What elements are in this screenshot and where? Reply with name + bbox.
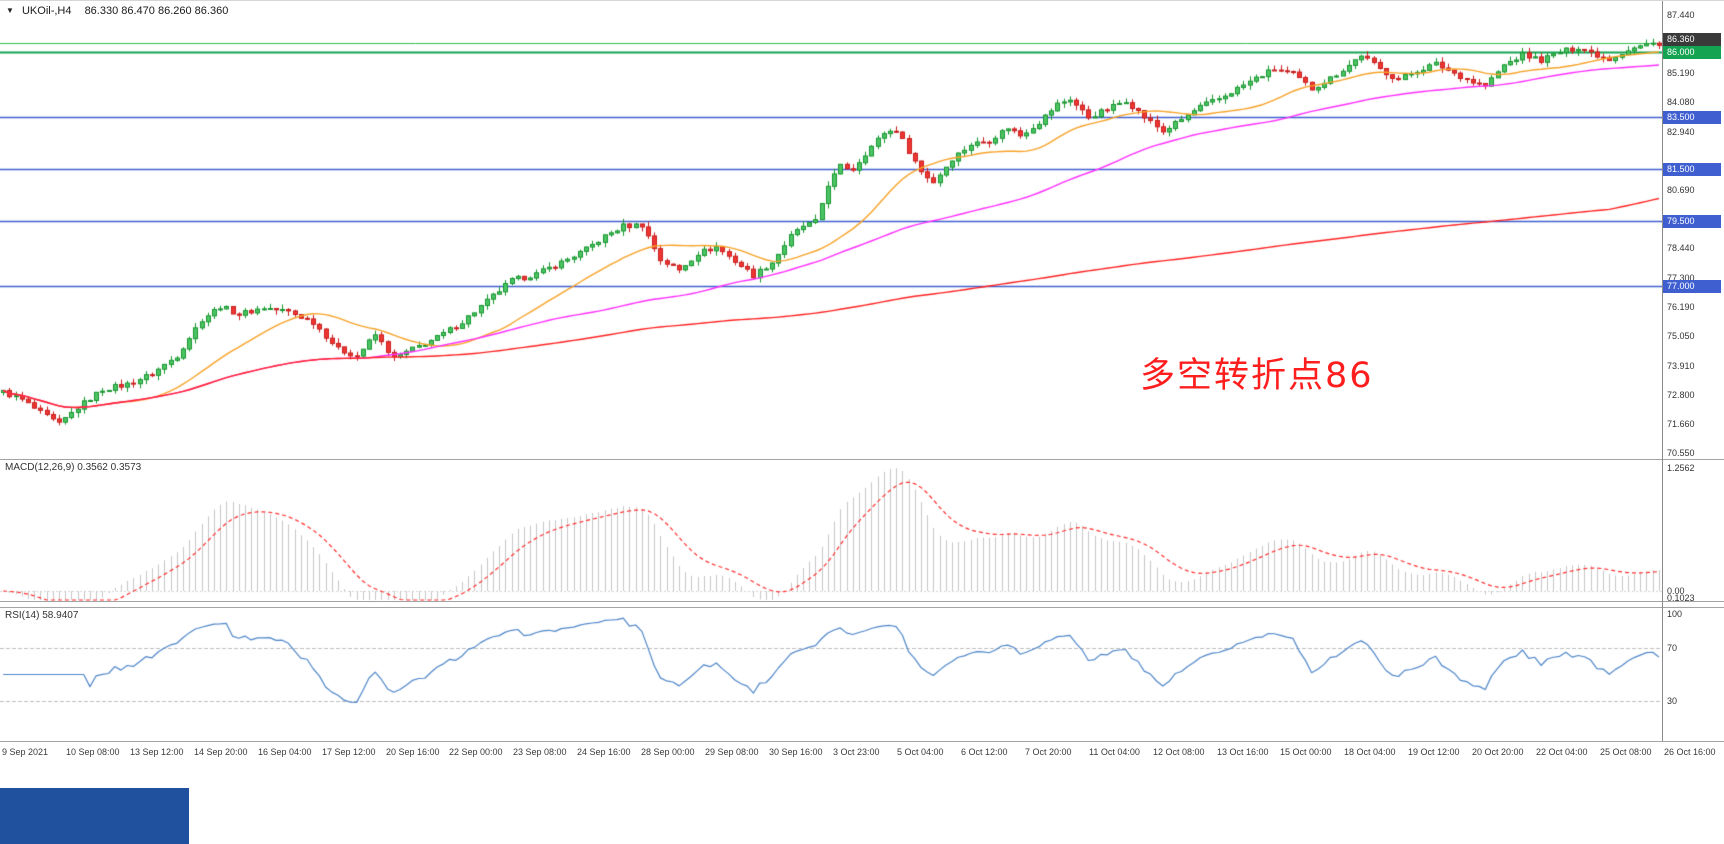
price-marker-box: 79.500 (1663, 214, 1721, 228)
time-label: 17 Sep 12:00 (322, 747, 376, 757)
macd-tick-label: 1.2562 (1667, 463, 1695, 473)
time-axis-separator (0, 741, 1724, 742)
collapse-icon[interactable]: ▼ (6, 6, 14, 15)
price-tick-label: 75.050 (1667, 331, 1695, 342)
macd-panel-splitter[interactable] (0, 459, 1724, 460)
price-tick-label: 72.800 (1667, 389, 1695, 400)
symbol-timeframe-label: UKOil-,H4 (21, 5, 72, 17)
rsi-tick-label: 30 (1667, 696, 1678, 707)
time-label: 19 Oct 12:00 (1408, 747, 1460, 757)
price-tick-label: 80.690 (1667, 185, 1695, 196)
time-label: 12 Oct 08:00 (1153, 747, 1205, 757)
time-label: 20 Oct 20:00 (1472, 747, 1524, 757)
time-label: 18 Oct 04:00 (1344, 747, 1396, 757)
chart-annotation-text[interactable]: 多空转折点86 (1140, 356, 1374, 396)
background-window-fragment[interactable] (0, 788, 189, 844)
time-label: 13 Oct 16:00 (1217, 747, 1269, 757)
time-label: 30 Sep 16:00 (769, 747, 823, 757)
price-marker-box: 86.000 (1663, 46, 1721, 60)
price-tick-label: 71.660 (1667, 419, 1695, 430)
rsi-axis[interactable]: 100 70 30 (1663, 608, 1724, 741)
rsi-canvas[interactable] (0, 608, 1662, 741)
price-marker-box: 83.500 (1663, 111, 1721, 125)
chart-header: ▼ UKOil-,H4 86.330 86.470 86.260 86.360 (6, 5, 228, 17)
time-label: 14 Sep 20:00 (194, 747, 248, 757)
price-tick-label: 78.440 (1667, 243, 1695, 254)
price-tick-label: 85.190 (1667, 68, 1695, 79)
time-label: 13 Sep 12:00 (130, 747, 184, 757)
time-label: 20 Sep 16:00 (386, 747, 440, 757)
time-axis[interactable]: 9 Sep 2021 10 Sep 08:00 13 Sep 12:00 14 Sep… (0, 741, 1724, 765)
time-label: 5 Oct 04:00 (897, 747, 944, 757)
price-marker-box: 81.500 (1663, 163, 1721, 177)
time-label: 15 Oct 00:00 (1280, 747, 1332, 757)
price-marker-box: 86.360 (1663, 33, 1721, 46)
time-label: 3 Oct 23:00 (833, 747, 880, 757)
price-tick-label: 87.440 (1667, 10, 1695, 20)
time-label: 29 Sep 08:00 (705, 747, 759, 757)
price-tick-label: 82.940 (1667, 126, 1695, 137)
rsi-tick-label: 100 (1667, 609, 1683, 619)
price-marker-box: 77.000 (1663, 279, 1721, 293)
price-tick-label: 73.910 (1667, 360, 1695, 371)
macd-canvas[interactable] (0, 460, 1662, 601)
time-label: 16 Sep 04:00 (258, 747, 312, 757)
time-label: 22 Sep 00:00 (449, 747, 503, 757)
price-tick-label: 84.080 (1667, 97, 1695, 108)
time-label: 24 Sep 16:00 (577, 747, 631, 757)
time-label: 22 Oct 04:00 (1536, 747, 1588, 757)
time-label: 7 Oct 20:00 (1025, 747, 1072, 757)
price-chart-canvas[interactable] (0, 1, 1662, 459)
time-label: 23 Sep 08:00 (513, 747, 567, 757)
time-label: 25 Oct 08:00 (1600, 747, 1652, 757)
macd-indicator-label: MACD(12,26,9) 0.3562 0.3573 (5, 462, 142, 473)
rsi-panel-splitter-lower[interactable] (0, 607, 1724, 608)
macd-tick-label: 0.00 (1667, 586, 1685, 596)
price-axis[interactable]: 87.440 85.190 84.080 82.940 80.690 78.440 77.3… (1663, 1, 1724, 459)
price-tick-label: 76.190 (1667, 301, 1695, 312)
ohlc-values: 86.330 86.470 86.260 86.360 (84, 5, 229, 17)
time-label: 28 Sep 00:00 (641, 747, 695, 757)
time-label: 10 Sep 08:00 (66, 747, 120, 757)
time-label: 26 Oct 16:00 (1664, 747, 1716, 757)
price-tick-label: 70.550 (1667, 448, 1695, 458)
price-tick-label: 77.300 (1667, 272, 1695, 283)
rsi-panel-splitter[interactable] (0, 601, 1724, 602)
price-axis-separator (1662, 1, 1663, 741)
macd-tick-label: 0.1023 (1667, 593, 1695, 603)
macd-axis[interactable]: 1.2562 0.00 0.1023 (1663, 460, 1724, 603)
time-label: 11 Oct 04:00 (1089, 747, 1140, 757)
time-label: 6 Oct 12:00 (961, 747, 1008, 757)
rsi-tick-label: 70 (1667, 642, 1678, 653)
rsi-indicator-label: RSI(14) 58.9407 (5, 610, 79, 621)
time-label: 9 Sep 2021 (2, 747, 49, 757)
